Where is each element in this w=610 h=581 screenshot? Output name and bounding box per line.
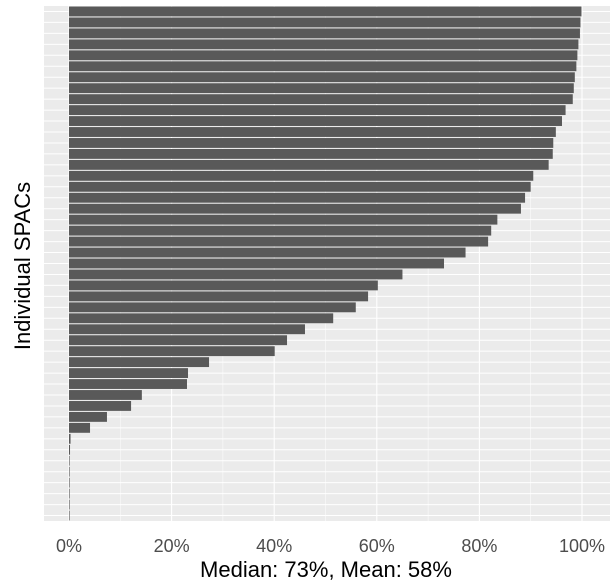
bar — [69, 225, 492, 236]
bar — [69, 324, 305, 335]
bar — [69, 335, 288, 346]
bar — [69, 422, 91, 433]
x-tick-label: 0% — [56, 536, 82, 556]
bar — [69, 116, 562, 126]
bar — [69, 105, 566, 116]
bar — [69, 138, 554, 148]
bar — [69, 466, 70, 477]
bar — [69, 6, 582, 17]
bar — [69, 291, 369, 302]
bar — [69, 127, 556, 137]
bar — [69, 280, 378, 291]
bar — [69, 433, 71, 444]
bar — [69, 61, 577, 72]
bar — [69, 214, 498, 225]
bar — [69, 477, 70, 488]
x-axis-title: Median: 73%, Mean: 58% — [200, 557, 452, 581]
bar — [69, 379, 187, 389]
bar — [69, 72, 575, 83]
bar-series — [69, 6, 582, 521]
bar — [69, 401, 132, 411]
x-axis-ticks: 0% 20% 40% 60% 80% 100% — [56, 536, 605, 556]
bar — [69, 302, 356, 313]
bar — [69, 159, 549, 170]
bar — [69, 313, 334, 324]
bar — [69, 510, 70, 521]
bar — [69, 357, 210, 368]
bar — [69, 236, 489, 247]
bar — [69, 390, 142, 400]
bar — [69, 170, 534, 181]
bar — [69, 488, 70, 499]
bar — [69, 39, 579, 50]
bar — [69, 411, 107, 422]
bar — [69, 181, 531, 192]
bar — [69, 269, 403, 280]
bar — [69, 83, 574, 94]
bar — [69, 455, 70, 466]
bar — [69, 28, 580, 39]
x-tick-label: 60% — [359, 536, 395, 556]
bar — [69, 499, 70, 510]
x-tick-label: 20% — [154, 536, 190, 556]
bar — [69, 50, 578, 61]
bar — [69, 94, 573, 105]
x-tick-label: 80% — [461, 536, 497, 556]
bar — [69, 247, 466, 258]
y-axis-title: Individual SPACs — [10, 182, 35, 350]
bar — [69, 346, 275, 357]
bar — [69, 444, 71, 455]
bar — [69, 148, 553, 159]
bar — [69, 258, 445, 269]
bar — [69, 17, 581, 28]
bar — [69, 203, 521, 214]
x-tick-label: 40% — [256, 536, 292, 556]
bar — [69, 192, 526, 203]
bar — [69, 368, 189, 379]
x-tick-label: 100% — [559, 536, 605, 556]
